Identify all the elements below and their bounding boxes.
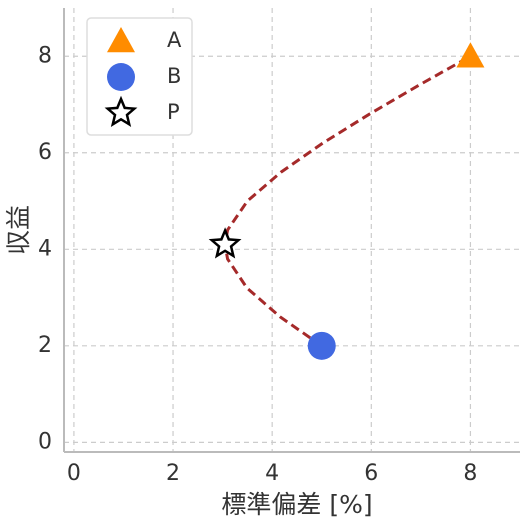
x-tick-label: 0	[67, 461, 81, 486]
x-tick-label: 6	[364, 461, 378, 486]
legend-label: P	[167, 100, 180, 124]
y-tick-label: 4	[38, 236, 52, 261]
x-tick-label: 2	[166, 461, 180, 486]
legend-label: A	[167, 28, 182, 52]
legend-label: B	[167, 64, 181, 88]
y-tick-label: 8	[38, 43, 52, 68]
y-tick-label: 2	[38, 333, 52, 358]
legend-marker	[107, 63, 135, 91]
legend-marker	[107, 27, 135, 53]
point-marker	[208, 227, 242, 259]
y-tick-label: 6	[38, 140, 52, 165]
legend-marker	[104, 95, 138, 127]
x-tick-label: 4	[265, 461, 279, 486]
point-marker	[307, 331, 336, 360]
y-tick-label: 0	[38, 429, 52, 454]
frontier-curve	[223, 54, 472, 348]
x-axis-label: 標準偏差 [%]	[221, 490, 372, 519]
point-marker	[456, 42, 485, 68]
x-tick-label: 8	[463, 461, 477, 486]
y-axis-label: 収益	[4, 205, 33, 255]
